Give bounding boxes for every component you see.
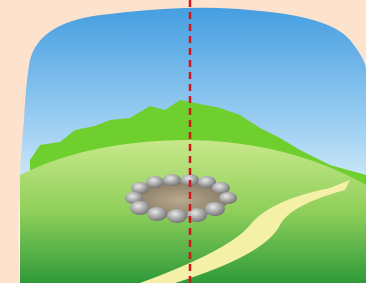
scene xyxy=(0,0,366,283)
page xyxy=(0,0,366,283)
landscape xyxy=(0,0,366,283)
